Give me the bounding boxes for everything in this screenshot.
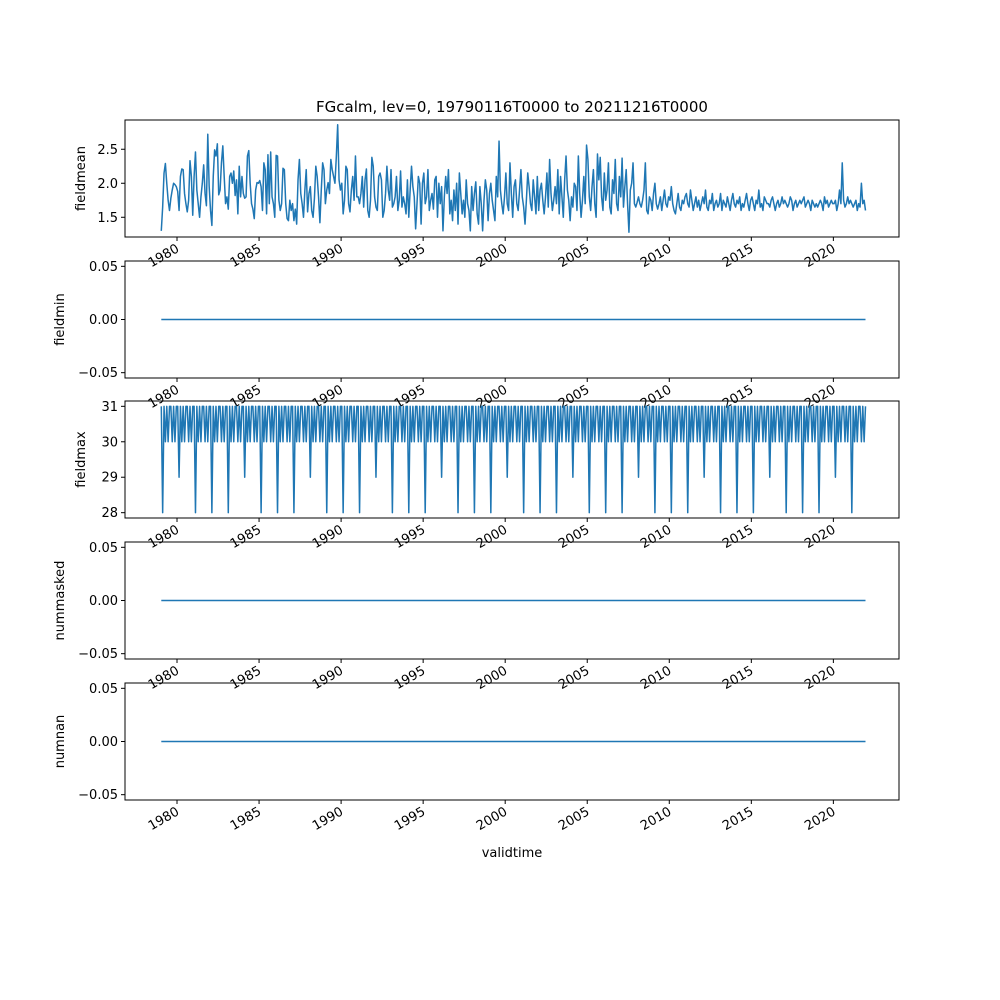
x-tick-label: 1990 (310, 522, 346, 552)
y-tick-label: 1.5 (97, 211, 118, 226)
y-tick-label: 2.5 (97, 143, 118, 158)
x-tick-label: 1980 (146, 522, 182, 552)
x-tick-label: 2000 (474, 663, 510, 693)
x-tick-label: 2010 (638, 241, 674, 271)
y-tick-label: −0.05 (78, 647, 118, 662)
y-tick-label: 30 (101, 435, 118, 450)
x-tick-label: 2000 (474, 522, 510, 552)
y-tick-label: 31 (101, 400, 118, 415)
x-tick-label: 2015 (720, 241, 756, 271)
y-tick-label: 2.0 (97, 177, 118, 192)
y-tick-label: 0.05 (89, 541, 118, 556)
series-line-fieldmean (160, 124, 867, 233)
y-axis-label: nummasked (53, 561, 68, 641)
x-tick-label: 2000 (474, 804, 510, 834)
x-tick-label: 2010 (638, 522, 674, 552)
x-tick-label: 1990 (310, 804, 346, 834)
y-axis-label: fieldmean (74, 146, 89, 211)
y-axis-label: fieldmax (74, 431, 89, 488)
x-tick-label: 1985 (228, 241, 264, 271)
x-tick-label: 2005 (556, 663, 592, 693)
x-tick-label: 2010 (638, 804, 674, 834)
x-tick-label: 2020 (802, 241, 838, 271)
x-tick-label: 1985 (228, 522, 264, 552)
series-line-fieldmax (160, 405, 867, 514)
x-axis-label: validtime (482, 846, 543, 861)
x-tick-label: 1980 (146, 241, 182, 271)
x-tick-label: 2020 (802, 522, 838, 552)
x-tick-label: 1980 (146, 804, 182, 834)
y-tick-label: 0.05 (89, 682, 118, 697)
y-tick-label: 28 (101, 506, 118, 521)
x-tick-label: 1985 (228, 663, 264, 693)
x-tick-label: 1995 (392, 663, 428, 693)
x-tick-label: 2020 (802, 804, 838, 834)
chart-title: FGcalm, lev=0, 19790116T0000 to 20211216… (316, 98, 708, 116)
x-tick-label: 1980 (146, 663, 182, 693)
x-tick-label: 1990 (310, 663, 346, 693)
y-tick-label: 0.00 (89, 594, 118, 609)
y-tick-label: −0.05 (78, 788, 118, 803)
x-tick-label: 2005 (556, 804, 592, 834)
x-tick-label: 2000 (474, 241, 510, 271)
x-tick-label: 2005 (556, 241, 592, 271)
x-tick-label: 2015 (720, 663, 756, 693)
y-axis-label: numnan (53, 715, 68, 769)
x-tick-label: 1995 (392, 241, 428, 271)
x-tick-label: 1995 (392, 522, 428, 552)
x-tick-label: 1985 (228, 804, 264, 834)
x-tick-label: 2015 (720, 804, 756, 834)
x-tick-label: 2020 (802, 663, 838, 693)
x-tick-label: 2005 (556, 522, 592, 552)
x-tick-label: 2015 (720, 522, 756, 552)
axes-frame-fieldmax (124, 400, 900, 519)
x-tick-label: 1995 (392, 804, 428, 834)
y-tick-label: 29 (101, 471, 118, 486)
y-tick-label: −0.05 (78, 366, 118, 381)
y-tick-label: 0.00 (89, 313, 118, 328)
x-tick-label: 2010 (638, 663, 674, 693)
y-tick-label: 0.05 (89, 260, 118, 275)
y-tick-label: 0.00 (89, 735, 118, 750)
axes-frame-fieldmean (124, 119, 900, 238)
y-axis-label: fieldmin (53, 293, 68, 346)
x-tick-label: 1990 (310, 241, 346, 271)
